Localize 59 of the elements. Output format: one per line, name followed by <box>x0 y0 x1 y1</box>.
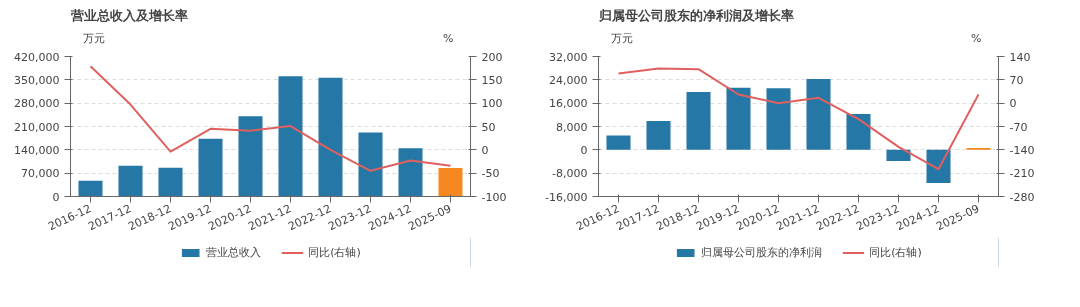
bar <box>238 116 263 197</box>
y2-tick-label: 0 <box>481 143 489 157</box>
bar <box>606 135 631 150</box>
y-tick-label: 70,000 <box>21 167 60 181</box>
y-tick-label: 32,000 <box>549 50 588 64</box>
bar <box>886 149 911 161</box>
y2-tick-label: 50 <box>481 120 496 134</box>
y2-tick-label: -140 <box>1009 143 1035 157</box>
bar <box>118 165 143 197</box>
bar <box>358 132 383 197</box>
y-tick-label: 280,000 <box>14 97 60 111</box>
y2-tick-label: -70 <box>1009 120 1028 134</box>
y-tick-label: 24,000 <box>549 73 588 87</box>
bar <box>318 77 343 197</box>
y-tick-label: 350,000 <box>14 73 60 87</box>
y2-tick-label: -100 <box>481 190 507 204</box>
bar <box>646 120 671 150</box>
legend-label: 同比(右轴) <box>308 244 361 260</box>
y-tick-label: 140,000 <box>14 143 60 157</box>
y2-tick-label: 150 <box>481 73 503 87</box>
bar <box>278 76 303 197</box>
y2-axis-title: % <box>443 32 454 46</box>
bar <box>846 113 871 150</box>
y2-axis-title: % <box>971 32 982 46</box>
y-tick-label: 8,000 <box>556 120 588 134</box>
bar <box>398 148 423 197</box>
y-tick-label: 0 <box>580 143 588 157</box>
y2-tick-label: 0 <box>1009 97 1017 111</box>
y2-tick-label: 140 <box>1009 50 1031 64</box>
y-axis-title: 万元 <box>611 32 634 46</box>
y2-tick-label: -210 <box>1009 167 1035 181</box>
y-tick-label: 16,000 <box>549 97 588 111</box>
legend-label: 同比(右轴) <box>869 244 922 260</box>
chart-title: 营业总收入及增长率 <box>69 7 188 23</box>
chart-title: 归属母公司股东的净利润及增长率 <box>597 7 794 23</box>
legend-label: 归属母公司股东的净利润 <box>701 244 823 260</box>
bar <box>926 149 951 184</box>
bar <box>78 180 103 197</box>
y-tick-label: 0 <box>52 190 60 204</box>
y2-tick-label: 100 <box>481 97 503 111</box>
bar <box>686 92 711 150</box>
y2-tick-label: -280 <box>1009 190 1035 204</box>
y-tick-label: 420,000 <box>14 50 60 64</box>
y-tick-label: -8,000 <box>552 167 588 181</box>
bar <box>766 88 791 150</box>
y-tick-label: -16,000 <box>545 190 588 204</box>
y2-tick-label: 70 <box>1009 73 1024 87</box>
y-axis-title: 万元 <box>83 32 106 46</box>
bar <box>158 167 183 197</box>
bar <box>198 138 223 197</box>
line-series <box>89 65 452 172</box>
y-tick-label: 210,000 <box>14 120 60 134</box>
legend-label: 营业总收入 <box>206 244 262 260</box>
bar <box>438 168 463 197</box>
bar <box>726 87 751 150</box>
bar <box>806 78 831 150</box>
y2-tick-label: -50 <box>481 167 500 181</box>
line-series <box>617 67 980 171</box>
y2-tick-label: 200 <box>481 50 503 64</box>
